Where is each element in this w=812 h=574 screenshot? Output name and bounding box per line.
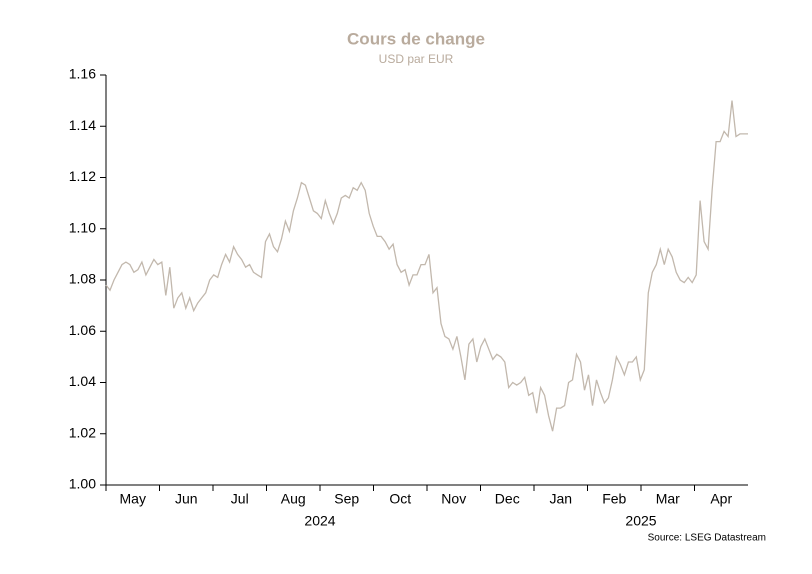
y-tick-label: 1.08 xyxy=(69,271,96,287)
x-tick-label: Apr xyxy=(710,491,732,507)
y-tick-label: 1.10 xyxy=(69,219,96,235)
y-tick-label: 1.04 xyxy=(69,373,96,389)
x-tick-label: Jan xyxy=(549,491,572,507)
y-tick-label: 1.02 xyxy=(69,424,96,440)
source-note: Source: LSEG Datastream xyxy=(648,533,766,544)
line-series xyxy=(105,100,748,432)
x-tick-label: Aug xyxy=(281,491,306,507)
x-tick-label: Feb xyxy=(602,491,626,507)
x-tick-label: May xyxy=(120,491,146,507)
x-tick-label: Jul xyxy=(231,491,249,507)
chart-title: Cours de change xyxy=(347,29,485,48)
x-tick-label: Jun xyxy=(175,491,198,507)
y-tick-label: 1.00 xyxy=(69,476,96,492)
x-tick-label: Nov xyxy=(441,491,466,507)
y-tick-label: 1.06 xyxy=(69,322,96,338)
x-tick-label: Mar xyxy=(656,491,680,507)
y-tick-label: 1.14 xyxy=(69,117,96,133)
chart-subtitle: USD par EUR xyxy=(379,52,454,66)
y-tick-label: 1.12 xyxy=(69,168,96,184)
year-label: 2024 xyxy=(304,513,335,529)
x-tick-label: Dec xyxy=(495,491,520,507)
year-label: 2025 xyxy=(625,513,656,529)
x-tick-label: Sep xyxy=(334,491,359,507)
x-tick-label: Oct xyxy=(389,491,411,507)
y-tick-label: 1.16 xyxy=(69,66,96,82)
